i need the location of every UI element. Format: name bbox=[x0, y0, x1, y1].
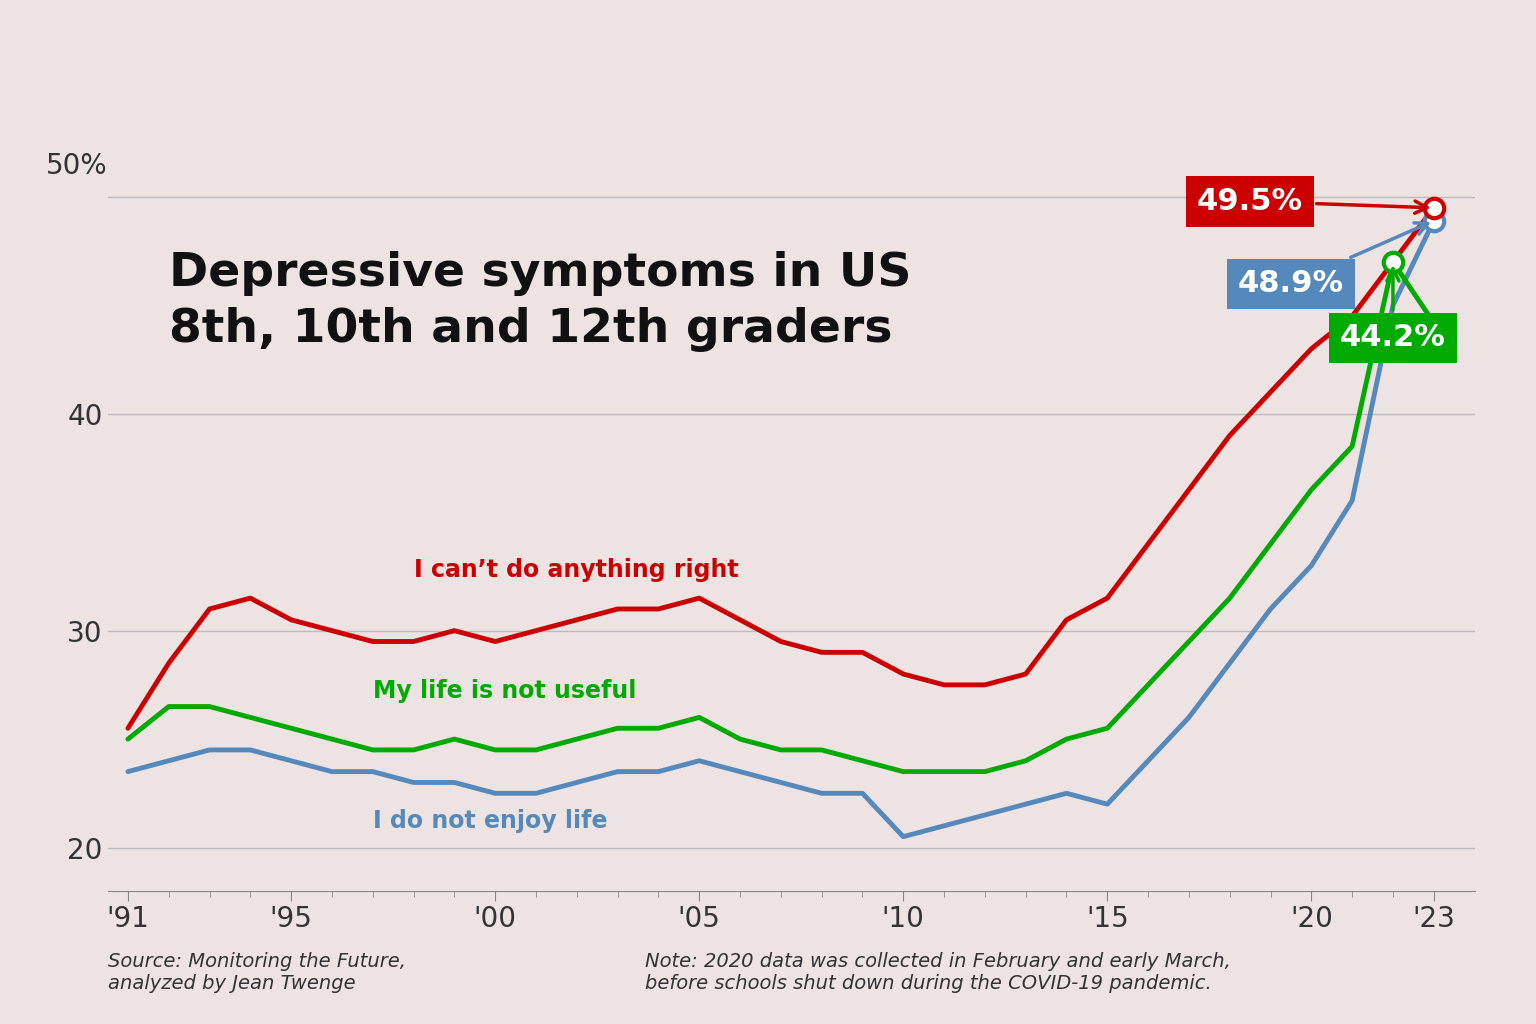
Text: 48.9%: 48.9% bbox=[1238, 223, 1427, 298]
Text: 44.2%: 44.2% bbox=[1339, 268, 1445, 352]
Text: Depressive symptoms in US
8th, 10th and 12th graders: Depressive symptoms in US 8th, 10th and … bbox=[169, 251, 911, 351]
Text: 50%: 50% bbox=[46, 152, 108, 179]
Text: I do not enjoy life: I do not enjoy life bbox=[373, 810, 607, 834]
Text: Note: 2020 data was collected in February and early March,
before schools shut d: Note: 2020 data was collected in Februar… bbox=[645, 952, 1230, 993]
Text: I can’t do anything right: I can’t do anything right bbox=[413, 558, 739, 582]
Text: 49.5%: 49.5% bbox=[1197, 186, 1427, 216]
Text: My life is not useful: My life is not useful bbox=[373, 679, 636, 703]
Text: Source: Monitoring the Future,
analyzed by Jean Twenge: Source: Monitoring the Future, analyzed … bbox=[108, 952, 406, 993]
